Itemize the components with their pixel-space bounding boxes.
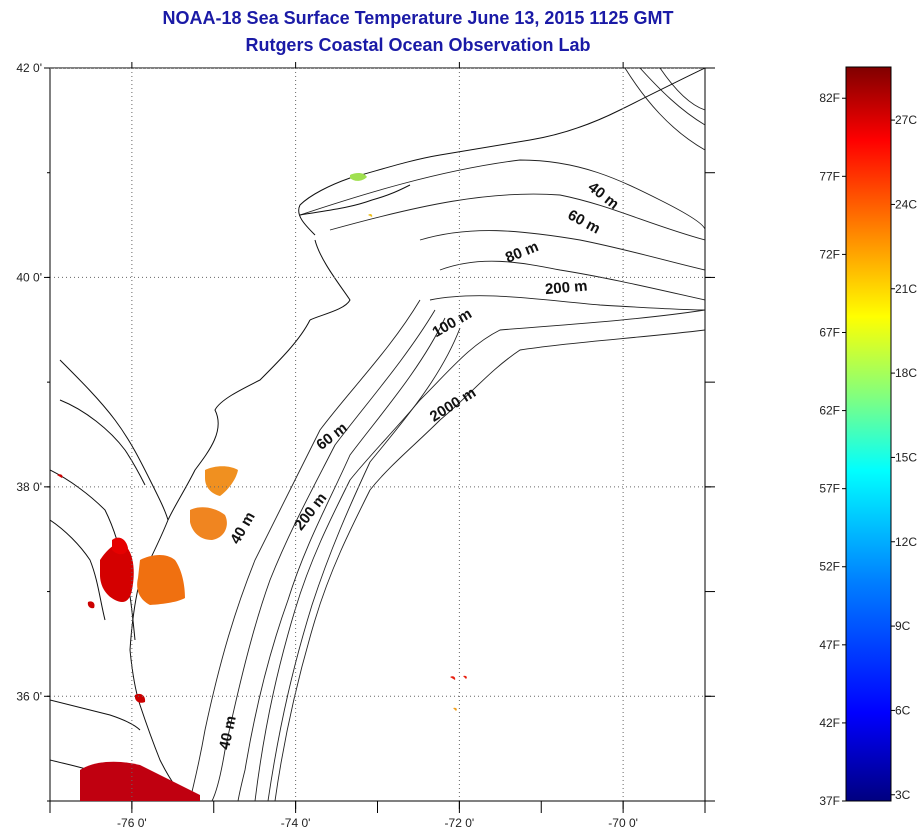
colorbar-labels: 82F 77F 72F 67F 62F 57F 52F 47F 42F 37F 27C 24C 21C 1…	[819, 91, 917, 808]
colorbar-label-c: 15C	[895, 450, 917, 464]
lon-tick-label: -74 0'	[281, 816, 311, 830]
colorbar-label-f: 42F	[819, 716, 840, 730]
lat-tick-label: 38 0'	[16, 480, 42, 494]
colorbar-label-f: 37F	[819, 794, 840, 808]
colorbar-label-f: 82F	[819, 91, 840, 105]
bathymetry-contours	[189, 68, 705, 801]
colorbar-label-f: 67F	[819, 325, 840, 339]
contour-label-200m-ne: 200 m	[544, 278, 588, 299]
colorbar-label-c: 3C	[895, 788, 911, 802]
map-subtitle: Rutgers Coastal Ocean Observation Lab	[245, 35, 591, 55]
colorbar-label-c: 18C	[895, 366, 917, 380]
contour-label-40m-south: 40 m	[216, 714, 240, 751]
colorbar-gradient	[845, 66, 892, 802]
colorbar-label-c: 27C	[895, 113, 917, 127]
lat-tick-label: 36 0'	[16, 689, 42, 703]
lat-tick-label: 40 0'	[16, 270, 42, 284]
colorbar-label-f: 77F	[819, 169, 840, 183]
colorbar-label-f: 72F	[819, 247, 840, 261]
map-frame	[49, 67, 706, 802]
map-axes: 42 0' 40 0' 38 0' 36 0' -76 0' -74 0' -72 0' -7…	[16, 61, 715, 830]
lon-tick-label: -76 0'	[117, 816, 147, 830]
colorbar: 82F 77F 72F 67F 62F 57F 52F 47F 42F 37F 27C 24C 21C 1…	[819, 66, 917, 808]
colorbar-label-c: 12C	[895, 535, 917, 549]
lon-tick-label: -72 0'	[445, 816, 475, 830]
map-title: NOAA-18 Sea Surface Temperature June 13,…	[162, 8, 674, 28]
colorbar-label-f: 57F	[819, 482, 840, 496]
lon-tick-label: -70 0'	[608, 816, 638, 830]
colorbar-label-f: 52F	[819, 560, 840, 574]
colorbar-label-c: 24C	[895, 197, 917, 211]
colorbar-label-f: 62F	[819, 404, 840, 418]
sst-patches	[57, 172, 467, 801]
colorbar-label-c: 6C	[895, 703, 911, 717]
lat-tick-label: 42 0'	[16, 61, 42, 75]
colorbar-label-c: 9C	[895, 619, 911, 633]
colorbar-label-f: 47F	[819, 638, 840, 652]
colorbar-label-c: 21C	[895, 282, 917, 296]
